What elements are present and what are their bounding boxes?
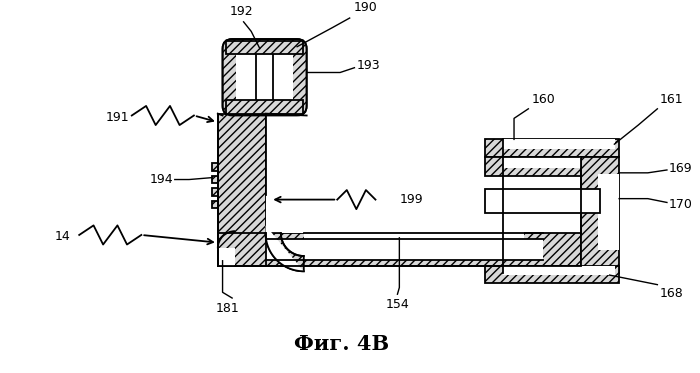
Text: 194: 194 (149, 173, 173, 186)
Bar (218, 248, 235, 266)
Bar (236, 43, 293, 110)
Bar (212, 176, 218, 184)
Bar (503, 140, 615, 149)
Bar (226, 41, 303, 54)
Bar (485, 266, 620, 283)
Text: 193: 193 (356, 59, 380, 72)
Text: 190: 190 (354, 1, 377, 14)
Polygon shape (265, 233, 304, 271)
Bar (503, 266, 615, 275)
Text: 192: 192 (230, 5, 253, 18)
Text: 191: 191 (106, 111, 130, 124)
Text: 161: 161 (659, 93, 683, 106)
Bar (485, 157, 581, 176)
Text: 181: 181 (216, 302, 239, 315)
Bar (212, 163, 218, 171)
Polygon shape (265, 225, 304, 271)
Bar (265, 239, 542, 260)
Text: 168: 168 (659, 286, 683, 300)
Text: 14: 14 (55, 231, 71, 243)
Text: 170: 170 (668, 198, 693, 211)
FancyBboxPatch shape (223, 39, 307, 116)
Bar (212, 188, 218, 196)
Bar (304, 114, 524, 256)
Bar (581, 157, 620, 273)
Bar (226, 100, 303, 114)
Bar (503, 157, 581, 168)
Bar (218, 114, 265, 264)
Bar (212, 201, 218, 208)
Bar (256, 53, 273, 106)
Text: 160: 160 (531, 93, 555, 106)
Bar (485, 189, 600, 213)
Text: 169: 169 (668, 162, 692, 175)
Bar (485, 140, 620, 157)
Text: 199: 199 (400, 193, 423, 206)
Text: Фиг. 4B: Фиг. 4B (295, 335, 390, 354)
Bar (265, 114, 524, 233)
Text: 154: 154 (386, 298, 410, 311)
Bar (218, 233, 581, 266)
Bar (598, 174, 620, 250)
